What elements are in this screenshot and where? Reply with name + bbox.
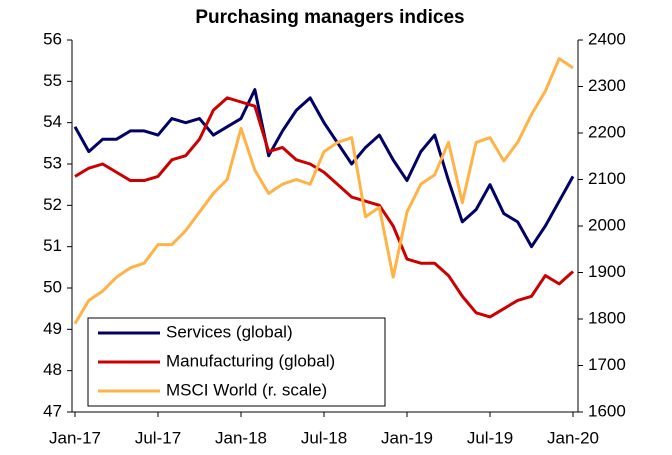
x-tick-label: Jan-18 <box>215 428 267 447</box>
y2-tick-label: 2200 <box>588 122 626 141</box>
x-tick-label: Jan-19 <box>381 428 433 447</box>
y2-tick-label: 1900 <box>588 262 626 281</box>
chart-title: Purchasing managers indices <box>195 7 464 28</box>
y2-tick-label: 1700 <box>588 355 626 374</box>
y-tick-label: 56 <box>43 29 62 48</box>
legend-label: Manufacturing (global) <box>166 351 335 370</box>
series-line <box>73 57 574 325</box>
y-tick-label: 54 <box>43 112 62 131</box>
x-tick-label: Jan-20 <box>547 428 599 447</box>
legend-label: MSCI World (r. scale) <box>166 380 327 399</box>
y2-tick-label: 1800 <box>588 308 626 327</box>
legend-label: Services (global) <box>166 322 293 341</box>
x-tick-label: Jul-17 <box>135 428 181 447</box>
y2-tick-label: 1600 <box>588 401 626 420</box>
x-tick-label: Jul-18 <box>301 428 347 447</box>
x-tick-label: Jul-19 <box>467 428 513 447</box>
y2-tick-label: 2100 <box>588 169 626 188</box>
y-tick-label: 47 <box>43 401 62 420</box>
series-line <box>73 88 575 249</box>
y-tick-label: 53 <box>43 153 62 172</box>
y2-tick-label: 2400 <box>588 29 626 48</box>
y-tick-label: 50 <box>43 277 62 296</box>
y-tick-label: 49 <box>43 319 62 338</box>
y2-tick-label: 2000 <box>588 215 626 234</box>
y-tick-label: 48 <box>43 360 62 379</box>
x-tick-label: Jan-17 <box>49 428 101 447</box>
y-tick-label: 51 <box>43 236 62 255</box>
y2-tick-label: 2300 <box>588 76 626 95</box>
y-tick-label: 52 <box>43 195 62 214</box>
y-tick-label: 55 <box>43 71 62 90</box>
series-line <box>74 96 575 319</box>
